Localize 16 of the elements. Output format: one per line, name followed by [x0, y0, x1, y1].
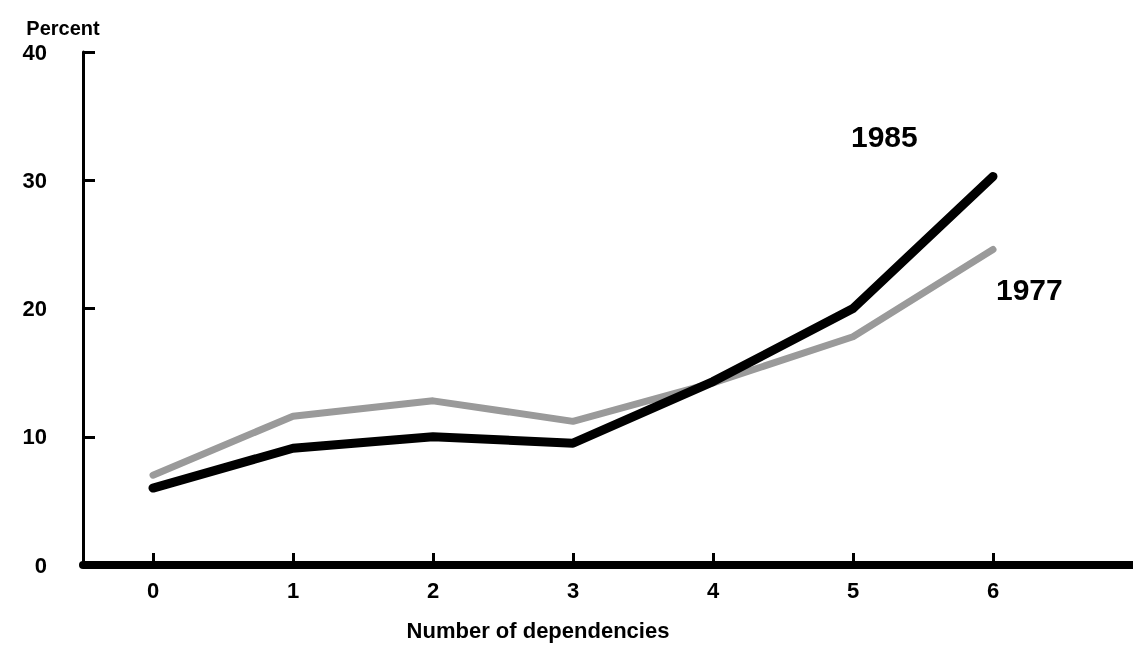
x-tick-label: 2: [426, 577, 440, 603]
x-tick-label: 3: [566, 577, 580, 603]
x-axis-title: Number of dependencies: [406, 617, 670, 643]
x-tick-label: 6: [986, 577, 1000, 603]
y-tick-label: 10: [22, 424, 47, 450]
x-tick-label: 5: [846, 577, 860, 603]
series-label: 1977: [996, 273, 1063, 307]
text: 1985: [851, 119, 918, 153]
x-tick-label: 4: [706, 577, 720, 603]
y-tick-label: 30: [22, 167, 47, 193]
y-axis-title: Percent: [26, 17, 101, 39]
y-tick-label: 40: [22, 39, 47, 65]
y-tick-label: 20: [22, 296, 47, 321]
y-tick-label: 0: [34, 552, 47, 578]
x-tick-label: 1: [286, 577, 300, 603]
x-tick-label: 0: [146, 577, 160, 603]
